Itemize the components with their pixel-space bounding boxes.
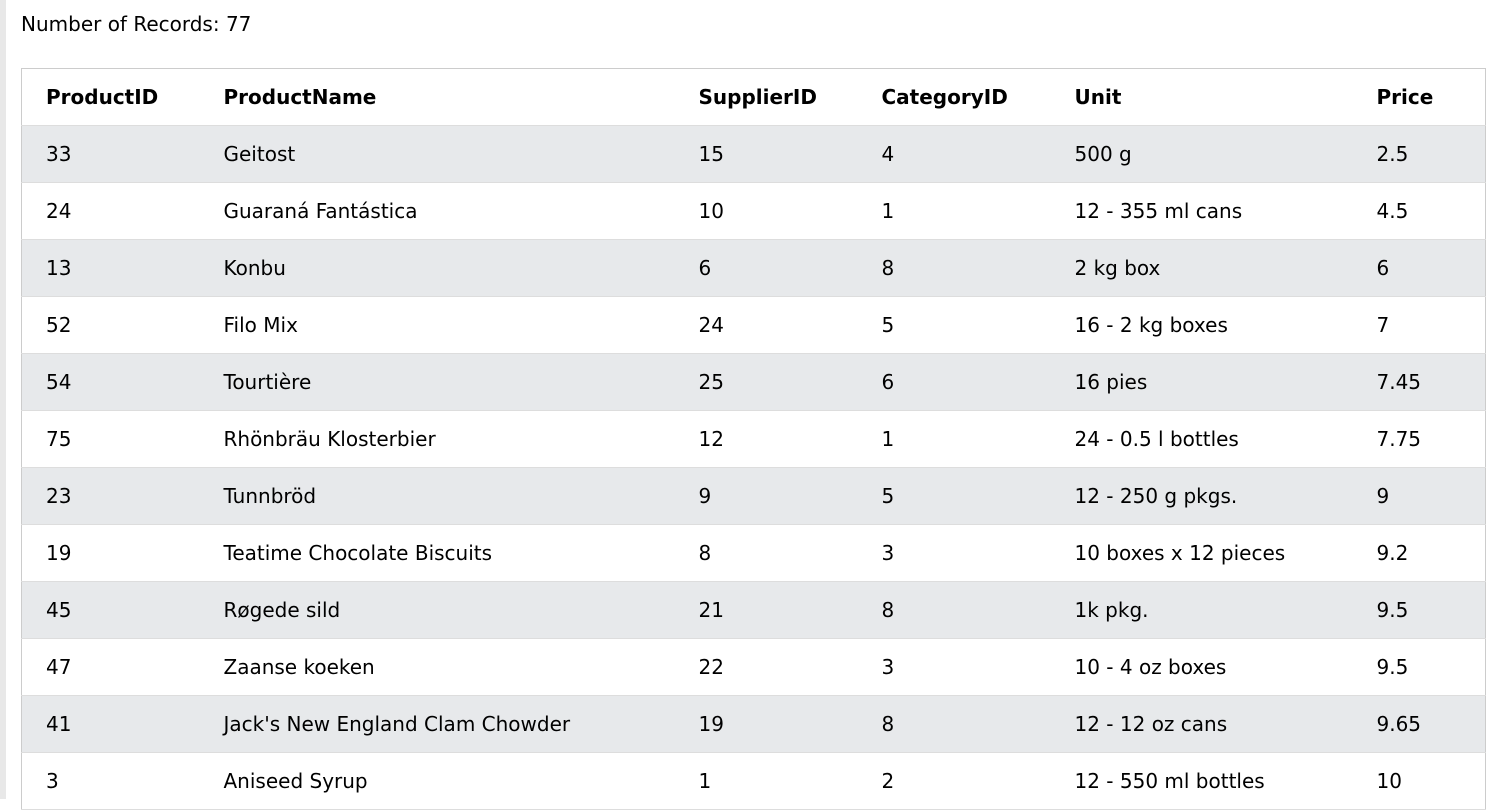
cell-supplierid: 10 <box>674 182 858 240</box>
cell-productname: Filo Mix <box>199 296 675 354</box>
cell-categoryid: 5 <box>857 296 1051 354</box>
cell-categoryid: 1 <box>857 182 1051 240</box>
cell-unit: 500 g <box>1050 125 1353 183</box>
cell-unit: 10 boxes x 12 pieces <box>1050 524 1353 582</box>
cell-categoryid: 2 <box>857 752 1051 810</box>
cell-price: 10 <box>1352 752 1486 810</box>
cell-price: 2.5 <box>1352 125 1486 183</box>
column-header-categoryid: CategoryID <box>857 68 1051 126</box>
cell-categoryid: 8 <box>857 695 1051 753</box>
cell-unit: 12 - 355 ml cans <box>1050 182 1353 240</box>
cell-categoryid: 1 <box>857 410 1051 468</box>
column-header-unit: Unit <box>1050 68 1353 126</box>
cell-price: 9 <box>1352 467 1486 525</box>
record-count: Number of Records: 77 <box>21 12 252 36</box>
table-row: 45 Røgede sild 21 8 1k pkg. 9.5 <box>21 581 1486 639</box>
cell-productname: Tunnbröd <box>199 467 675 525</box>
cell-unit: 12 - 250 g pkgs. <box>1050 467 1353 525</box>
cell-price: 7.75 <box>1352 410 1486 468</box>
cell-productname: Røgede sild <box>199 581 675 639</box>
cell-price: 7.45 <box>1352 353 1486 411</box>
cell-categoryid: 8 <box>857 581 1051 639</box>
cell-productid: 3 <box>21 752 200 810</box>
cell-productid: 23 <box>21 467 200 525</box>
results-table: ProductID ProductName SupplierID Categor… <box>21 68 1486 810</box>
table-header-row: ProductID ProductName SupplierID Categor… <box>21 68 1486 126</box>
cell-productname: Jack's New England Clam Chowder <box>199 695 675 753</box>
cell-unit: 24 - 0.5 l bottles <box>1050 410 1353 468</box>
table-row: 33 Geitost 15 4 500 g 2.5 <box>21 125 1486 183</box>
table-row: 24 Guaraná Fantástica 10 1 12 - 355 ml cans 4… <box>21 182 1486 240</box>
cell-productid: 45 <box>21 581 200 639</box>
cell-categoryid: 3 <box>857 638 1051 696</box>
cell-productname: Teatime Chocolate Biscuits <box>199 524 675 582</box>
cell-price: 9.65 <box>1352 695 1486 753</box>
table-row: 47 Zaanse koeken 22 3 10 - 4 oz boxes 9.5 <box>21 638 1486 696</box>
cell-productid: 52 <box>21 296 200 354</box>
cell-productname: Guaraná Fantástica <box>199 182 675 240</box>
cell-price: 9.2 <box>1352 524 1486 582</box>
table-row: 54 Tourtière 25 6 16 pies 7.45 <box>21 353 1486 411</box>
cell-productid: 41 <box>21 695 200 753</box>
table-row: 23 Tunnbröd 9 5 12 - 250 g pkgs. 9 <box>21 467 1486 525</box>
cell-supplierid: 6 <box>674 239 858 297</box>
cell-supplierid: 15 <box>674 125 858 183</box>
cell-categoryid: 3 <box>857 524 1051 582</box>
cell-categoryid: 4 <box>857 125 1051 183</box>
table-row: 41 Jack's New England Clam Chowder 19 8 12 -… <box>21 695 1486 753</box>
cell-supplierid: 24 <box>674 296 858 354</box>
cell-supplierid: 9 <box>674 467 858 525</box>
cell-price: 9.5 <box>1352 581 1486 639</box>
cell-productname: Zaanse koeken <box>199 638 675 696</box>
cell-productid: 75 <box>21 410 200 468</box>
column-header-productname: ProductName <box>199 68 675 126</box>
left-margin-strip <box>0 0 6 799</box>
table-row: 19 Teatime Chocolate Biscuits 8 3 10 boxes x… <box>21 524 1486 582</box>
cell-productid: 47 <box>21 638 200 696</box>
cell-price: 4.5 <box>1352 182 1486 240</box>
cell-unit: 16 pies <box>1050 353 1353 411</box>
cell-unit: 2 kg box <box>1050 239 1353 297</box>
cell-productid: 54 <box>21 353 200 411</box>
cell-categoryid: 6 <box>857 353 1051 411</box>
cell-productname: Aniseed Syrup <box>199 752 675 810</box>
table-row: 52 Filo Mix 24 5 16 - 2 kg boxes 7 <box>21 296 1486 354</box>
cell-supplierid: 21 <box>674 581 858 639</box>
cell-productid: 33 <box>21 125 200 183</box>
column-header-price: Price <box>1352 68 1486 126</box>
cell-supplierid: 12 <box>674 410 858 468</box>
cell-productname: Geitost <box>199 125 675 183</box>
cell-supplierid: 8 <box>674 524 858 582</box>
cell-price: 9.5 <box>1352 638 1486 696</box>
cell-productid: 24 <box>21 182 200 240</box>
cell-productname: Rhönbräu Klosterbier <box>199 410 675 468</box>
cell-unit: 12 - 12 oz cans <box>1050 695 1353 753</box>
cell-categoryid: 5 <box>857 467 1051 525</box>
cell-unit: 1k pkg. <box>1050 581 1353 639</box>
cell-supplierid: 22 <box>674 638 858 696</box>
cell-price: 7 <box>1352 296 1486 354</box>
cell-supplierid: 19 <box>674 695 858 753</box>
cell-unit: 16 - 2 kg boxes <box>1050 296 1353 354</box>
cell-unit: 12 - 550 ml bottles <box>1050 752 1353 810</box>
cell-supplierid: 25 <box>674 353 858 411</box>
cell-productname: Konbu <box>199 239 675 297</box>
cell-unit: 10 - 4 oz boxes <box>1050 638 1353 696</box>
results-table-container: ProductID ProductName SupplierID Categor… <box>21 68 1486 810</box>
cell-productid: 13 <box>21 239 200 297</box>
cell-categoryid: 8 <box>857 239 1051 297</box>
cell-productname: Tourtière <box>199 353 675 411</box>
table-row: 75 Rhönbräu Klosterbier 12 1 24 - 0.5 l bott… <box>21 410 1486 468</box>
table-row: 13 Konbu 6 8 2 kg box 6 <box>21 239 1486 297</box>
cell-supplierid: 1 <box>674 752 858 810</box>
column-header-supplierid: SupplierID <box>674 68 858 126</box>
cell-productid: 19 <box>21 524 200 582</box>
column-header-productid: ProductID <box>21 68 200 126</box>
table-row: 3 Aniseed Syrup 1 2 12 - 550 ml bottles 10 <box>21 752 1486 810</box>
cell-price: 6 <box>1352 239 1486 297</box>
